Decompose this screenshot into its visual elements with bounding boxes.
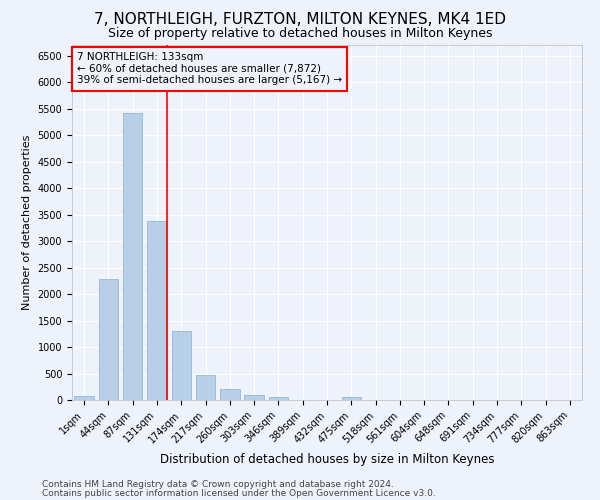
Bar	[196, 375, 215, 400]
Bar	[123, 113, 142, 400]
Text: Size of property relative to detached houses in Milton Keynes: Size of property relative to detached ho…	[108, 28, 492, 40]
Bar	[74, 396, 94, 400]
X-axis label: Distribution of detached houses by size in Milton Keynes: Distribution of detached houses by size …	[160, 453, 494, 466]
Text: 7, NORTHLEIGH, FURZTON, MILTON KEYNES, MK4 1ED: 7, NORTHLEIGH, FURZTON, MILTON KEYNES, M…	[94, 12, 506, 28]
Bar	[99, 279, 118, 400]
Text: 7 NORTHLEIGH: 133sqm
← 60% of detached houses are smaller (7,872)
39% of semi-de: 7 NORTHLEIGH: 133sqm ← 60% of detached h…	[77, 52, 342, 86]
Bar	[147, 221, 167, 400]
Bar	[220, 388, 239, 400]
Bar	[269, 397, 288, 400]
Bar	[172, 330, 191, 400]
Bar	[341, 397, 361, 400]
Text: Contains HM Land Registry data © Crown copyright and database right 2024.: Contains HM Land Registry data © Crown c…	[42, 480, 394, 489]
Text: Contains public sector information licensed under the Open Government Licence v3: Contains public sector information licen…	[42, 488, 436, 498]
Bar	[244, 394, 264, 400]
Y-axis label: Number of detached properties: Number of detached properties	[22, 135, 32, 310]
